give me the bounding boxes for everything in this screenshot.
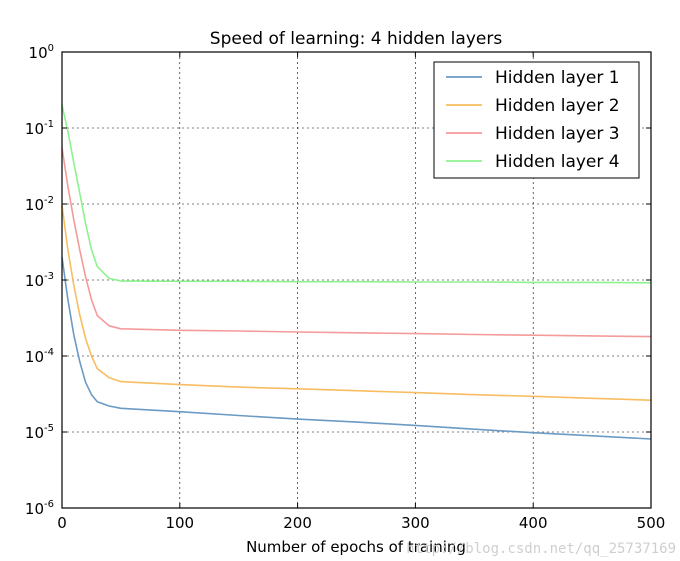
legend-label: Hidden layer 4 (495, 152, 620, 172)
x-axis-tick-labels: 0 100 200 300 400 500 (57, 514, 665, 532)
watermark: http://blog.csdn.net/qq_25737169 (406, 541, 676, 557)
chart-title: Speed of learning: 4 hidden layers (210, 29, 503, 49)
y-tick-exponent: -1 (44, 119, 54, 130)
y-tick-base: 10 (25, 272, 44, 290)
x-axis-label: Number of epochs of training (246, 538, 466, 556)
x-tick-label: 300 (401, 514, 430, 532)
legend-box (433, 61, 640, 179)
y-tick-exponent: 0 (48, 43, 54, 54)
y-tick-exponent: -3 (44, 271, 54, 282)
y-tick-label: 10-2 (25, 195, 54, 214)
x-tick-label: 100 (165, 514, 194, 532)
y-tick-label: 10-4 (25, 347, 54, 366)
series-line-hidden-layer-1 (61, 256, 652, 440)
legend-label: Hidden layer 2 (495, 96, 620, 116)
y-tick-base: 10 (29, 44, 48, 62)
y-tick-base: 10 (25, 120, 44, 138)
y-tick-exponent: -4 (44, 347, 54, 358)
series-line-hidden-layer-3 (61, 147, 652, 338)
x-tick-label: 200 (283, 514, 312, 532)
y-tick-label: 10-1 (25, 119, 54, 138)
y-tick-label: 100 (29, 43, 54, 62)
y-tick-label: 10-6 (25, 499, 54, 518)
y-tick-label: 10-3 (25, 271, 54, 290)
legend-label: Hidden layer 3 (495, 124, 620, 144)
y-tick-exponent: -2 (44, 195, 54, 206)
x-tick-label: 0 (57, 514, 67, 532)
x-tick-label: 500 (637, 514, 666, 532)
series-line-hidden-layer-2 (61, 205, 652, 401)
y-tick-base: 10 (25, 424, 44, 442)
y-tick-exponent: -6 (44, 499, 54, 510)
x-tick-label: 400 (519, 514, 548, 532)
y-tick-base: 10 (25, 196, 44, 214)
series-lines (61, 104, 652, 440)
series-line-hidden-layer-4 (61, 104, 652, 284)
legend: Hidden layer 1 Hidden layer 2 Hidden layer… (433, 61, 640, 179)
y-tick-base: 10 (25, 348, 44, 366)
y-tick-label: 10-5 (25, 423, 54, 442)
legend-label: Hidden layer 1 (495, 68, 620, 88)
axis-ticks (61, 51, 652, 509)
y-tick-base: 10 (25, 500, 44, 518)
y-tick-exponent: -5 (44, 423, 54, 434)
